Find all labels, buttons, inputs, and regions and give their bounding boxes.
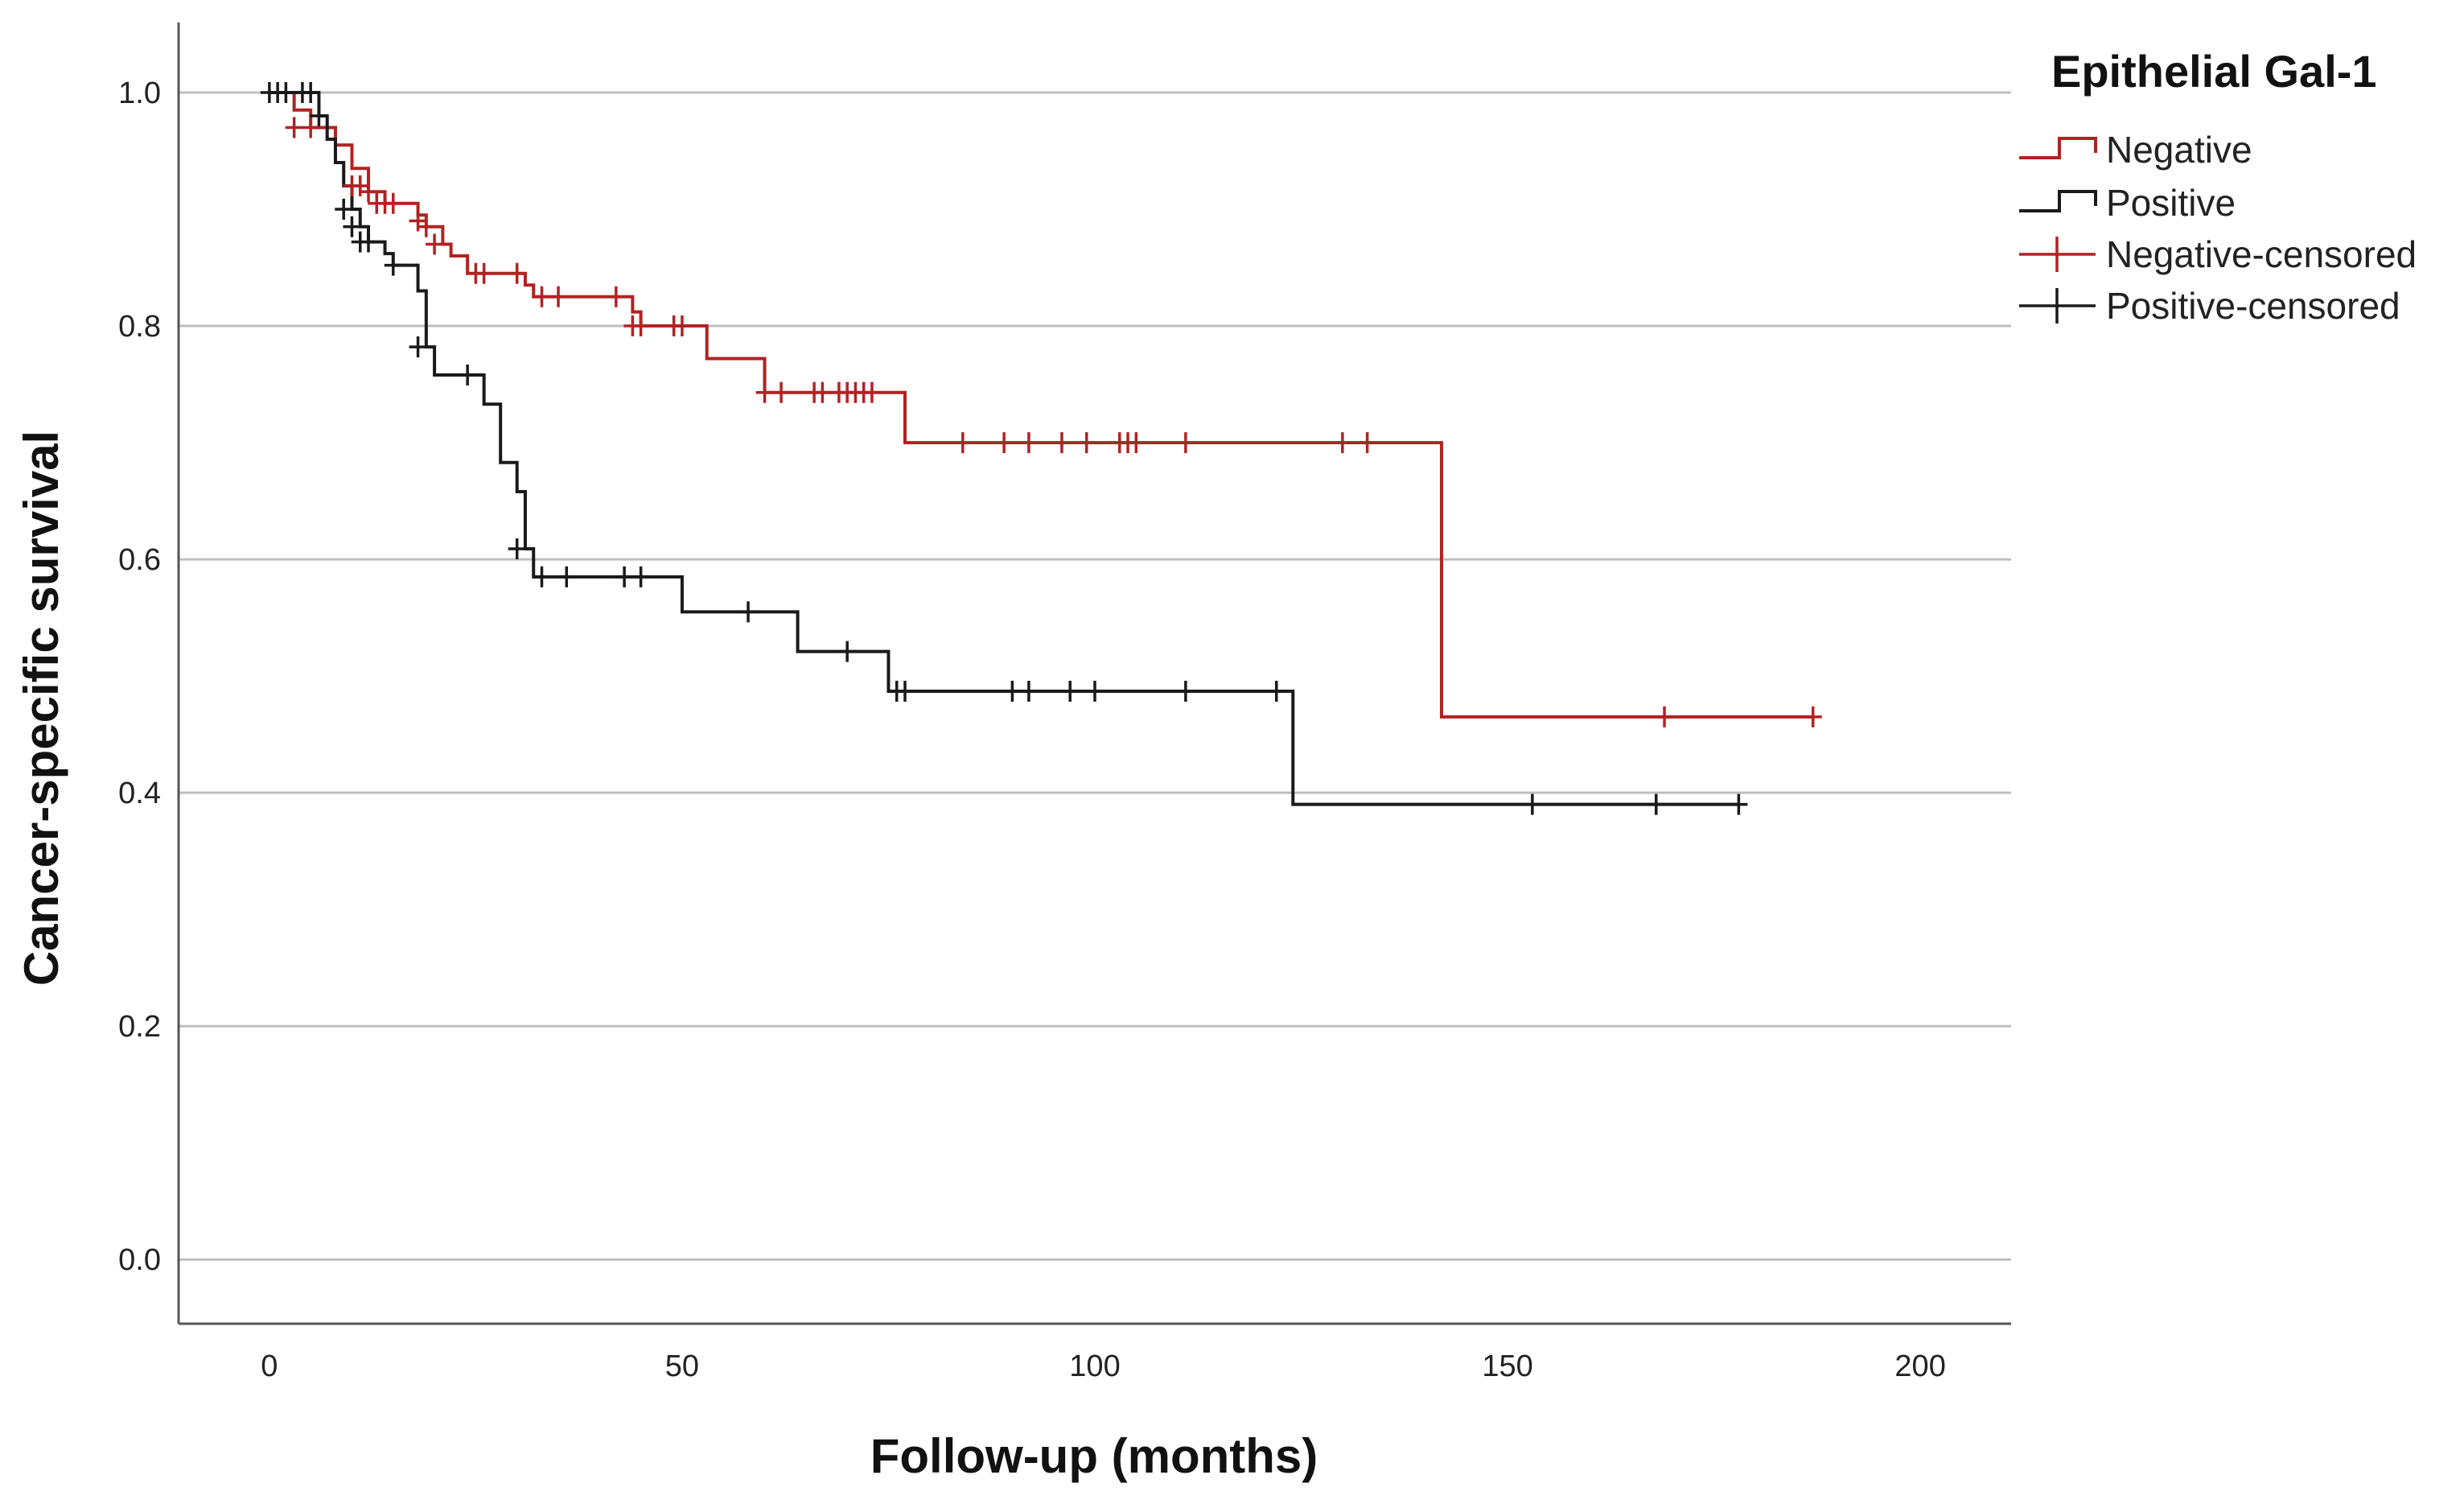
censor-mark-positive — [631, 566, 650, 587]
censor-mark-negative — [285, 117, 303, 138]
censor-mark-negative — [607, 286, 625, 307]
censor-mark-positive — [335, 199, 353, 220]
censor-mark-positive — [310, 105, 328, 127]
legend-swatch-step — [2019, 190, 2097, 212]
censor-mark-negative — [631, 315, 650, 337]
censor-mark-negative — [1804, 706, 1822, 727]
censor-mark-negative — [475, 262, 493, 284]
y-tick-label: 1.0 — [118, 76, 161, 110]
censor-mark-negative — [1176, 432, 1195, 454]
censor-mark-positive — [1647, 793, 1665, 815]
legend: Epithelial Gal-1 NegativePositiveNegativ… — [2019, 46, 2417, 327]
censor-mark-positive — [557, 566, 576, 587]
censor-mark-negative — [302, 117, 320, 138]
x-tick-label: 150 — [1482, 1349, 1532, 1383]
censor-mark-positive — [409, 336, 427, 358]
survival-line-positive — [269, 91, 1739, 806]
censor-mark-negative — [673, 315, 691, 337]
axes — [177, 23, 2011, 1325]
censor-mark-positive — [1523, 793, 1541, 815]
y-tick-label: 0.8 — [118, 310, 161, 344]
censor-mark-negative — [813, 381, 832, 403]
censor-mark-positive — [360, 231, 378, 253]
censor-mark-negative — [755, 381, 774, 403]
censor-mark-positive — [838, 641, 857, 662]
gridlines — [179, 91, 2011, 1261]
x-axis-title: Follow-up (months) — [870, 1429, 1318, 1483]
censor-mark-positive — [615, 566, 634, 587]
legend-swatch-step — [2019, 137, 2097, 159]
y-tick-label: 0.2 — [118, 1010, 161, 1044]
legend-label: Positive — [2106, 182, 2236, 224]
censor-mark-positive — [1267, 680, 1285, 702]
x-tick-label: 0 — [261, 1349, 278, 1383]
censor-mark-positive — [277, 82, 295, 104]
censor-mark-negative — [508, 262, 526, 284]
y-tick-label: 0.0 — [118, 1243, 161, 1277]
legend-entries: Negative Positive Negative-censored Positiv… — [2019, 129, 2417, 327]
legend-label: Negative-censored — [2106, 233, 2417, 275]
censor-mark-positive — [533, 566, 551, 587]
censor-mark-positive — [739, 601, 758, 623]
x-tick-label: 100 — [1069, 1349, 1120, 1383]
censor-mark-negative — [1019, 432, 1038, 454]
x-tick-label: 200 — [1894, 1349, 1945, 1383]
x-tick-label: 50 — [665, 1349, 699, 1383]
censor-mark-positive — [459, 364, 477, 385]
censor-mark-positive — [1061, 680, 1080, 702]
censor-mark-positive — [1730, 793, 1748, 815]
censor-mark-negative — [772, 381, 791, 403]
legend-label: Negative — [2106, 129, 2252, 171]
censor-mark-negative — [1127, 432, 1146, 454]
censor-mark-positive — [384, 254, 402, 276]
censor-mark-negative — [953, 432, 972, 454]
y-tick-label: 0.6 — [118, 543, 161, 577]
censor-mark-negative — [1333, 432, 1351, 454]
y-axis-title: Cancer-specific survival — [14, 431, 68, 986]
censor-marks — [260, 82, 1822, 815]
survival-curves — [269, 91, 1813, 806]
censor-mark-negative — [533, 286, 551, 307]
censor-mark-positive — [1086, 680, 1104, 702]
censor-mark-negative — [1052, 432, 1071, 454]
censor-mark-negative — [351, 175, 369, 197]
survival-line-negative — [269, 91, 1813, 719]
censor-mark-positive — [1003, 680, 1022, 702]
censor-mark-negative — [1656, 706, 1674, 727]
legend-title: Epithelial Gal-1 — [2051, 46, 2377, 97]
y-tick-label: 0.4 — [118, 777, 161, 810]
censor-mark-positive — [343, 216, 361, 237]
censor-mark-negative — [1358, 432, 1376, 454]
legend-label: Positive-censored — [2106, 285, 2400, 327]
censor-mark-negative — [360, 181, 378, 203]
legend-swatch-censor — [2019, 288, 2096, 323]
censor-mark-negative — [417, 216, 435, 237]
censor-mark-negative — [549, 286, 568, 307]
censor-mark-positive — [1019, 680, 1038, 702]
censor-mark-negative — [862, 381, 881, 403]
censor-mark-negative — [426, 233, 444, 255]
censor-mark-negative — [1077, 432, 1096, 454]
censor-mark-positive — [1176, 680, 1195, 702]
censor-mark-positive — [895, 680, 914, 702]
tick-labels: 0.0 0.2 0.4 0.6 0.8 1.0 0 50 100 150 200 — [118, 76, 1946, 1383]
censor-mark-positive — [302, 82, 320, 104]
censor-mark-negative — [995, 432, 1014, 454]
censor-mark-positive — [508, 538, 526, 560]
censor-mark-negative — [384, 192, 402, 214]
legend-swatch-censor — [2019, 237, 2096, 272]
